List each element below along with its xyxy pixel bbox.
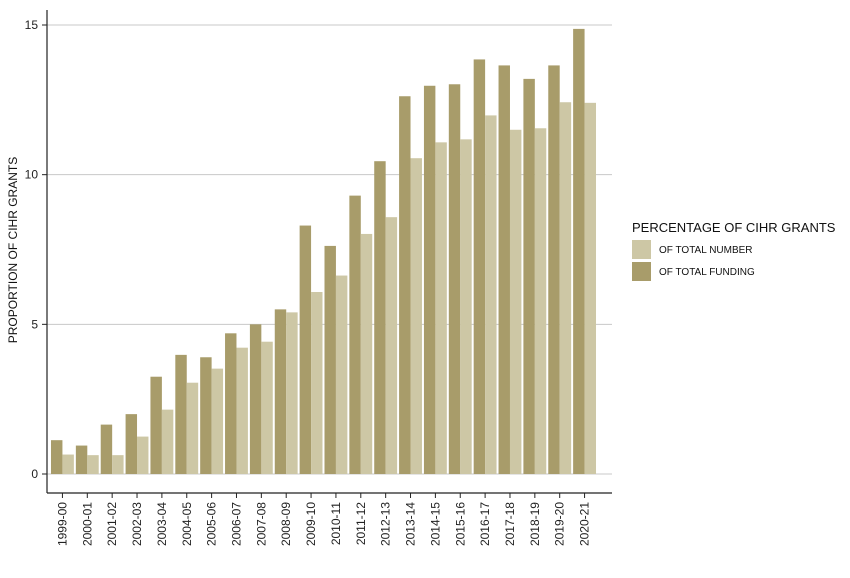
- bars: [50, 28, 597, 475]
- x-tick-label: 2006-07: [229, 502, 243, 546]
- y-tick-label: 15: [25, 18, 39, 32]
- bar-total-funding: [200, 357, 212, 474]
- x-tick-label: 2004-05: [180, 502, 194, 546]
- x-tick-label: 2005-06: [205, 502, 219, 546]
- x-tick-label: 2014-15: [428, 502, 442, 546]
- y-tick-label: 5: [31, 317, 38, 331]
- bar-total-number: [261, 341, 273, 474]
- bar-total-number: [410, 158, 422, 474]
- x-tick-label: 2001-02: [105, 502, 119, 546]
- bar-total-funding: [274, 309, 287, 474]
- x-tick-label: 1999-00: [55, 502, 69, 546]
- y-tick-label: 0: [31, 467, 38, 481]
- x-tick-label: 2020-21: [578, 502, 592, 546]
- bar-total-funding: [175, 354, 187, 474]
- x-tick-label: 2008-09: [279, 502, 293, 546]
- bar-total-funding: [150, 376, 162, 474]
- bar-total-funding: [249, 324, 262, 474]
- bar-total-number: [534, 128, 547, 474]
- x-tick-label: 2013-14: [404, 502, 418, 546]
- bar-total-funding: [75, 445, 88, 474]
- x-tick-label: 2016-17: [478, 502, 492, 546]
- bar-total-number: [62, 454, 74, 474]
- bar-total-funding: [399, 96, 411, 474]
- bar-total-number: [112, 455, 124, 474]
- legend-label: OF TOTAL NUMBER: [659, 245, 753, 256]
- x-tick-label: 2018-19: [528, 502, 542, 546]
- x-tick-label: 2019-20: [553, 502, 567, 546]
- bar-total-funding: [573, 28, 585, 475]
- x-tick-label: 2007-08: [254, 502, 268, 546]
- bar-total-number: [211, 368, 224, 474]
- legend-label: OF TOTAL FUNDING: [659, 267, 755, 278]
- y-axis-title: PROPORTION OF CIHR GRANTS: [6, 157, 20, 343]
- bar-total-number: [137, 436, 149, 474]
- bar-total-funding: [349, 195, 361, 474]
- x-tick-label: 2009-10: [304, 502, 318, 546]
- bar-total-number: [335, 275, 348, 474]
- bar-total-funding: [324, 245, 336, 474]
- x-tick-label: 2011-12: [354, 502, 368, 545]
- bar-total-funding: [299, 225, 312, 474]
- bar-total-number: [236, 347, 248, 474]
- bar-total-number: [584, 102, 597, 475]
- x-tick-label: 2002-03: [130, 502, 144, 546]
- bar-total-number: [435, 142, 447, 474]
- bar-total-funding: [473, 59, 486, 474]
- bar-total-funding: [125, 414, 138, 474]
- bar-total-funding: [50, 440, 63, 474]
- x-tick-label: 2003-04: [155, 502, 169, 546]
- x-tick-label: 2010-11: [329, 502, 343, 545]
- x-tick-label: 2017-18: [503, 502, 517, 546]
- bar-total-funding: [523, 78, 535, 474]
- bar-total-number: [286, 312, 298, 474]
- bar-total-funding: [225, 333, 237, 474]
- bar-total-number: [485, 115, 497, 474]
- bar-total-funding: [100, 424, 113, 474]
- x-tick-label: 2012-13: [379, 502, 393, 546]
- y-tick-label: 10: [25, 168, 39, 182]
- legend-swatch: [632, 262, 651, 281]
- bar-total-number: [186, 382, 199, 474]
- bar-total-funding: [423, 85, 436, 475]
- bar-total-number: [509, 129, 522, 474]
- legend-title: PERCENTAGE OF CIHR GRANTS: [632, 220, 836, 235]
- bar-total-funding: [448, 84, 461, 474]
- bar-total-number: [385, 217, 398, 474]
- bar-total-number: [559, 102, 572, 474]
- legend: PERCENTAGE OF CIHR GRANTS OF TOTAL NUMBE…: [632, 220, 836, 281]
- bar-total-number: [460, 139, 472, 474]
- x-tick-label: 2000-01: [80, 502, 94, 546]
- bar-total-number: [311, 292, 323, 474]
- bar-total-funding: [374, 161, 386, 475]
- x-axis: 1999-00 2000-01 2001-02 2002-03 2003-04 2004-…: [47, 492, 612, 546]
- bar-total-number: [161, 409, 174, 474]
- bar-total-number: [87, 455, 99, 474]
- bar-total-funding: [548, 65, 560, 474]
- legend-swatch: [632, 240, 651, 259]
- x-tick-label: 2015-16: [453, 502, 467, 546]
- y-axis: 0 5 10 15: [25, 10, 48, 493]
- bar-total-number: [360, 233, 373, 474]
- bar-total-funding: [498, 65, 510, 474]
